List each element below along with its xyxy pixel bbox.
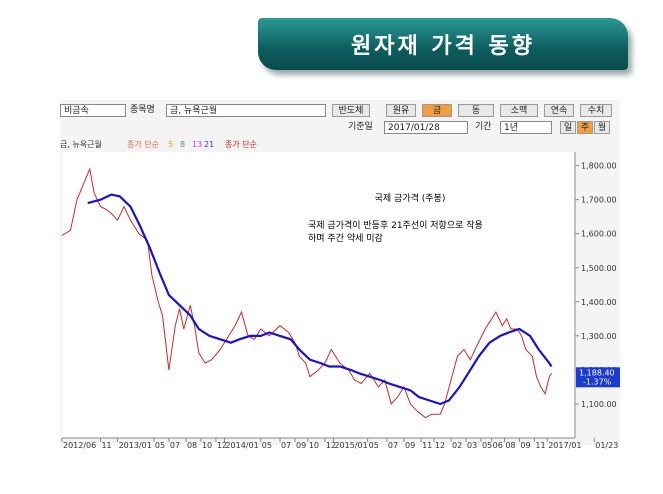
annotation: 하며 주간 약세 미감 (308, 232, 383, 244)
x-tick-label: 11 (535, 441, 545, 450)
toolbar-button[interactable]: 반도체 (332, 104, 370, 117)
annotation: 국제 금가격이 반등후 21주선이 저항으로 작용 (308, 219, 483, 231)
x-tick-label: 2013/01 (119, 441, 152, 450)
legend-period: 13 (192, 140, 203, 149)
x-tick-label: 05 (369, 441, 379, 450)
title-banner: 원자재 가격 동향 (258, 18, 628, 70)
x-tick-label: 2015/01 (334, 441, 367, 450)
x-tick-label: 08 (505, 441, 515, 450)
x-tick-label: 05 (155, 441, 165, 450)
legend-period: 8 (180, 140, 186, 149)
x-tick-label: 12 (435, 441, 445, 450)
legend-ma: 종가 단순 (127, 140, 159, 149)
interval-button[interactable]: 일 (560, 121, 576, 134)
toolbar-button[interactable]: 연속 (544, 104, 574, 117)
interval-button[interactable]: 월 (594, 121, 610, 134)
x-tick-label: 12 (326, 441, 336, 450)
legend-period: 5 (168, 140, 174, 149)
period-select[interactable]: 1년 (500, 121, 552, 134)
x-tick-label: 05 (262, 441, 272, 450)
x-tick-label: 07 (388, 441, 398, 450)
group-select[interactable]: 비금속 (60, 104, 126, 117)
x-tick-label: 10 (309, 441, 319, 450)
plot-area (62, 152, 575, 438)
last-price: 1,188.40 (579, 368, 615, 377)
y-tick-label: 1,400.00 (581, 298, 617, 307)
y-tick-label: 1,300.00 (581, 332, 617, 341)
item-label: 종목명 (130, 105, 155, 115)
x-tick-label: 2012/06 (63, 441, 96, 450)
toolbar-button[interactable]: 동 (458, 104, 494, 117)
y-tick-label: 1,700.00 (581, 196, 617, 205)
x-tick-label: 2017/01 (548, 441, 581, 450)
x-tick-label: 08 (187, 441, 197, 450)
x-tick-label: 09 (296, 441, 306, 450)
y-tick-label: 1,500.00 (581, 264, 617, 273)
series-line (87, 193, 553, 406)
interval-button[interactable]: 주 (577, 121, 593, 134)
last-price-box (576, 367, 620, 388)
toolbar-button[interactable]: 소맥 (500, 104, 538, 117)
x-tick-label: 01/23 (595, 441, 618, 450)
x-tick-label: 12 (217, 441, 227, 450)
y-tick-label: 1,100.00 (581, 400, 617, 409)
x-tick-label: 09 (520, 441, 530, 450)
legend-ma2: 종가 단순 (225, 140, 257, 149)
date-label: 기준일 (348, 122, 373, 132)
date-field[interactable]: 2017/01/28 (384, 121, 468, 134)
annotation: 국제 금가격 (주봉) (375, 192, 446, 204)
y-tick-label: 1,600.00 (581, 230, 617, 239)
legend-period: 21 (204, 140, 215, 149)
x-tick-label: 09 (405, 441, 415, 450)
x-tick-label: 03 (467, 441, 477, 450)
x-tick-label: 05 (482, 441, 492, 450)
x-tick-label: 2014/01 (225, 441, 258, 450)
x-tick-label: 11 (422, 441, 432, 450)
x-tick-label: 06 (493, 441, 503, 450)
toolbar-button[interactable]: 금 (422, 104, 452, 117)
toolbar-button[interactable]: 원유 (386, 104, 416, 117)
toolbar-button[interactable]: 수치 (580, 104, 612, 117)
x-tick-label: 02 (452, 441, 462, 450)
legend-item: 금, 뉴욕근월 (60, 140, 102, 149)
x-tick-label: 07 (170, 441, 180, 450)
last-change: -1.37% (583, 377, 612, 386)
item-field[interactable]: 금, 뉴욕근월 (166, 104, 326, 117)
x-tick-label: 07 (281, 441, 291, 450)
x-tick-label: 10 (202, 441, 212, 450)
y-tick-label: 1,800.00 (581, 162, 617, 171)
x-tick-label: 11 (101, 441, 111, 450)
period-label: 기간 (475, 122, 492, 132)
